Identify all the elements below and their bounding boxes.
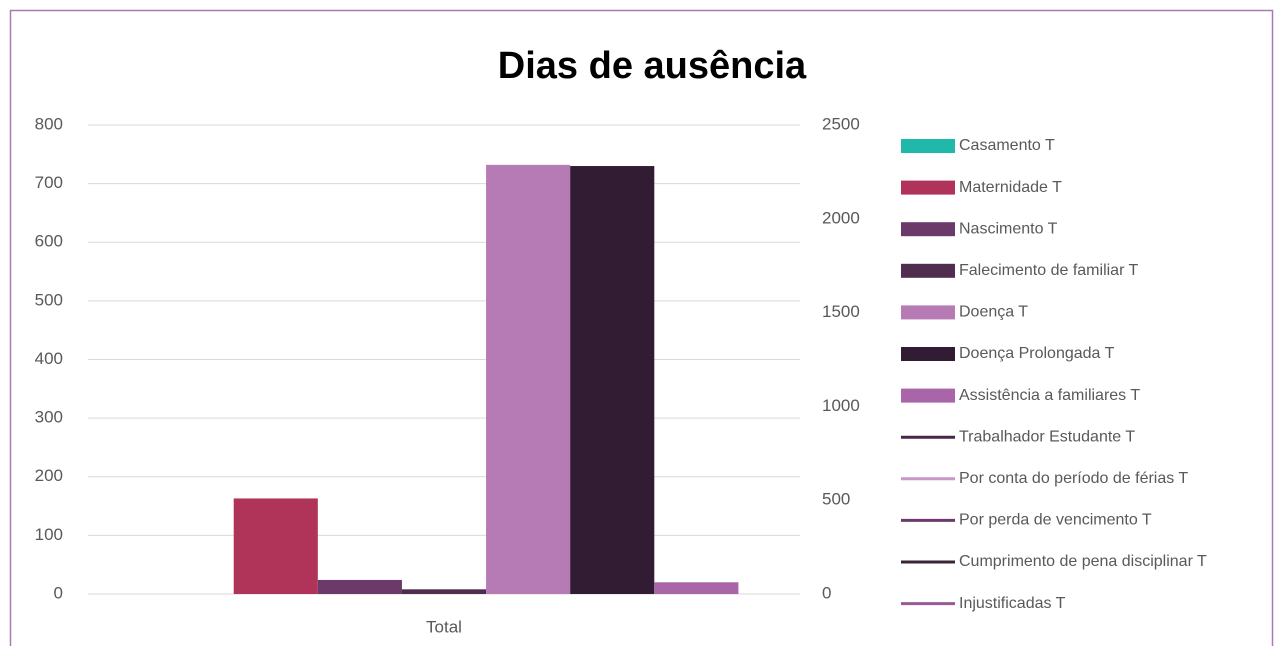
y2-tick-label: 0 [822, 583, 831, 602]
bar [317, 579, 402, 594]
x-tick-label: Total [426, 617, 462, 636]
legend-swatch [901, 180, 955, 195]
y-tick-label: 800 [35, 114, 63, 133]
legend-label: Injustificadas T [959, 595, 1066, 612]
y-tick-label: 400 [35, 349, 63, 368]
chart-title: Dias de ausência [498, 45, 807, 87]
legend-label: Assistência a familiares T [959, 387, 1140, 404]
legend-swatch [901, 388, 955, 403]
legend-swatch [901, 263, 955, 278]
y-tick-label: 100 [35, 525, 63, 544]
y2-tick-label: 1500 [822, 302, 860, 321]
legend-label: Por conta do período de férias T [959, 470, 1188, 487]
y-tick-label: 0 [54, 583, 63, 602]
bar [401, 589, 487, 594]
legend-swatch [901, 305, 955, 320]
legend-label: Maternidade T [959, 179, 1062, 196]
legend-label: Falecimento de familiar T [959, 262, 1139, 279]
legend-swatch [901, 139, 955, 153]
y2-tick-label: 2000 [822, 208, 860, 227]
bar [486, 164, 571, 595]
y-tick-label: 300 [35, 408, 63, 427]
y-tick-label: 500 [35, 290, 63, 309]
y2-tick-label: 2500 [822, 114, 860, 133]
y2-tick-label: 1000 [822, 396, 860, 415]
legend-label: Por perda de vencimento T [959, 512, 1152, 529]
bar [654, 582, 739, 594]
legend-label: Trabalhador Estudante T [959, 428, 1135, 445]
bar [570, 166, 655, 594]
y-tick-label: 600 [35, 232, 63, 251]
legend-label: Doença T [959, 304, 1028, 321]
legend-label: Doença Prolongada T [959, 345, 1115, 362]
bar [233, 498, 318, 594]
y-tick-label: 200 [35, 466, 63, 485]
legend-label: Cumprimento de pena disciplinar T [959, 553, 1207, 570]
legend-label: Casamento T [959, 137, 1055, 154]
legend-swatch [901, 347, 955, 361]
legend-swatch [901, 222, 955, 237]
y-tick-label: 700 [35, 173, 63, 192]
y2-tick-label: 500 [822, 490, 850, 509]
legend-label: Nascimento T [959, 220, 1058, 237]
